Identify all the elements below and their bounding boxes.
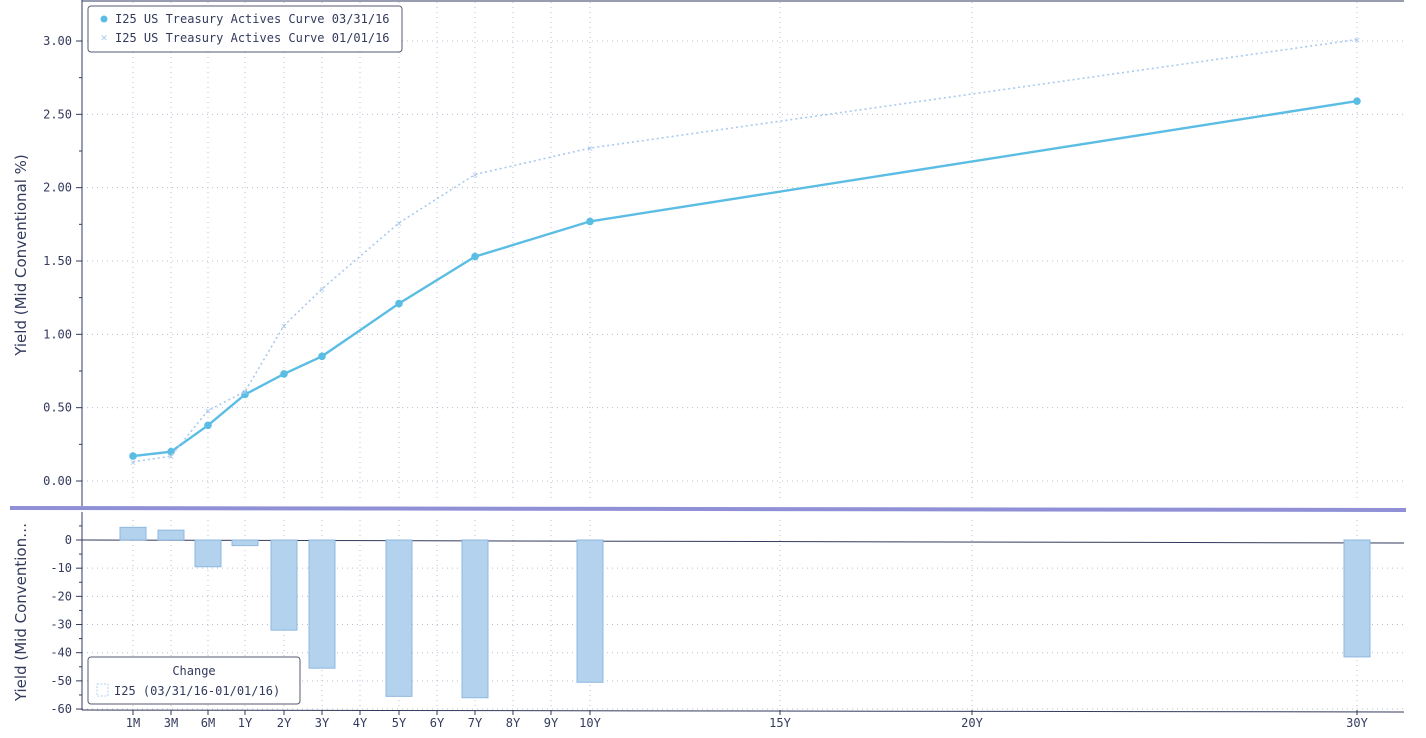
change-bar: [270, 539, 298, 631]
axes-layer: [9, 0, 1407, 715]
x-tick-label: 10Y: [579, 716, 601, 730]
x-tick-label: 1M: [126, 716, 140, 730]
curve-point-previous: ✕: [1354, 35, 1360, 46]
bars-layer: [119, 526, 1371, 699]
top-legend: I25 US Treasury Actives Curve 03/31/16 ✕…: [87, 5, 403, 53]
bottom-legend-box: [87, 656, 301, 705]
x-tick-label: 1Y: [238, 716, 253, 730]
x-axis-line: [81, 709, 1405, 713]
legend-change-swatch: [96, 683, 109, 697]
curve-point-previous: ✕: [281, 321, 287, 332]
curve-point-current: [280, 370, 288, 378]
curve-line-current: [132, 99, 1358, 458]
curve-point-previous: ✕: [168, 452, 174, 463]
curve-point-previous: ✕: [242, 387, 248, 398]
curve-point-previous: ✕: [130, 457, 136, 468]
x-tick-label: 20Y: [961, 716, 983, 730]
curve-line-previous: [132, 38, 1358, 463]
change-bar: [461, 539, 489, 699]
bottom-zero-line: [81, 539, 1405, 544]
x-tick-label: 2Y: [277, 716, 292, 730]
x-tick-label: 4Y: [353, 716, 368, 730]
bottom-y-tick-label: -20: [50, 589, 72, 603]
x-tick-label: 3Y: [315, 716, 330, 730]
bottom-y-tick-label: -50: [50, 674, 72, 688]
legend-current-label: I25 US Treasury Actives Curve 03/31/16: [115, 12, 390, 26]
curve-point-previous: ✕: [205, 406, 211, 417]
x-tick-label: 8Y: [506, 716, 521, 730]
top-y-tick-label: 0.50: [43, 401, 72, 415]
curve-point-current: [1353, 97, 1361, 105]
change-bar: [119, 526, 147, 541]
bottom-y-tick-label: -10: [50, 561, 72, 575]
x-tick-label: 15Y: [769, 716, 791, 730]
bottom-y-tick-label: -30: [50, 618, 72, 632]
curve-point-previous: ✕: [396, 218, 402, 229]
labels-layer: 0.00 0.50 1.00 1.50 2.00 2.50 3.00 0 -10 -20 -30 -4…: [43, 34, 1369, 730]
top-y-tick-label: 1.50: [43, 254, 72, 268]
change-bar: [157, 529, 185, 541]
curve-point-previous: ✕: [587, 144, 593, 155]
top-y-tick-label: 2.50: [43, 107, 72, 121]
curve-point-current: [586, 217, 594, 226]
x-tick-label: 5Y: [392, 716, 407, 730]
x-tick-label: 6Y: [430, 716, 445, 730]
legend-previous-marker: ✕: [101, 31, 108, 44]
bottom-legend-title: Change: [172, 664, 215, 678]
legend-previous-label: I25 US Treasury Actives Curve 01/01/16: [115, 31, 390, 45]
bottom-y-tick-label: -60: [50, 702, 72, 716]
x-tick-label: 30Y: [1346, 716, 1368, 730]
x-tick-label: 7Y: [468, 716, 483, 730]
change-bar: [1343, 539, 1371, 658]
top-y-tick-label: 3.00: [43, 34, 72, 48]
bottom-legend: Change I25 (03/31/16-01/01/16): [87, 656, 301, 705]
bottom-y-axis-title: Yield (Mid Convention…: [12, 523, 30, 702]
change-bar: [308, 539, 336, 669]
curve-point-current: [129, 452, 137, 460]
change-bar: [576, 539, 604, 683]
legend-change-label: I25 (03/31/16-01/01/16): [114, 684, 280, 698]
change-bar: [231, 539, 259, 547]
curve-point-current: [471, 252, 479, 261]
lines-layer: ✕ ✕ ✕ ✕ ✕ ✕ ✕ ✕ ✕ ✕: [129, 35, 1361, 468]
grid-layer: [82, 2, 1404, 710]
top-y-axis-title: Yield (Mid Conventional %): [12, 154, 30, 356]
curve-point-current: [318, 352, 326, 361]
top-y-tick-label: 0.00: [43, 474, 72, 488]
top-y-tick-label: 1.00: [43, 327, 72, 341]
curve-point-current: [395, 299, 403, 308]
curve-point-current: [204, 421, 212, 430]
panel-divider: [9, 506, 1407, 512]
change-bar: [385, 539, 413, 697]
x-tick-label: 9Y: [544, 716, 559, 730]
x-tick-label: 3M: [164, 716, 178, 730]
legend-current-marker: [100, 15, 108, 23]
x-tick-label: 6M: [201, 716, 215, 730]
curve-point-previous: ✕: [319, 284, 325, 295]
curve-point-previous: ✕: [472, 170, 478, 181]
top-y-tick-label: 2.00: [43, 181, 72, 195]
top-legend-box: [87, 5, 403, 53]
change-bar: [194, 539, 222, 568]
bottom-y-tick-label: 0: [65, 533, 72, 547]
bottom-y-tick-label: -40: [50, 646, 72, 660]
